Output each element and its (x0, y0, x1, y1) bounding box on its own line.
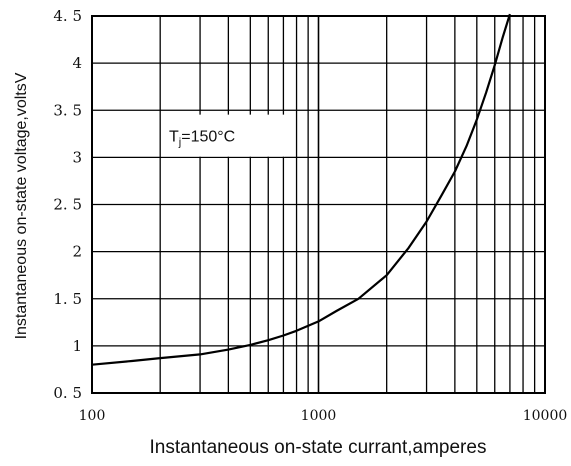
y-tick-label: 2. 5 (53, 196, 82, 214)
annotation-label: Tj=150°C (169, 129, 235, 149)
x-tick-label: 1000 (301, 408, 337, 424)
y-tick-label: 3. 5 (53, 101, 82, 119)
annotation-box (161, 114, 285, 157)
plot-border (91, 15, 546, 394)
y-tick-labels: 0. 5 1 1. 5 2 2. 5 3 3. 5 4 4. 5 (53, 7, 82, 402)
y-tick-label: 4. 5 (53, 7, 82, 25)
y-tick-label: 3 (72, 148, 82, 166)
x-axis-label: Instantaneous on-state currant,amperes (150, 437, 487, 458)
x-tick-label: 10000 (523, 408, 568, 424)
plot-frame (91, 15, 546, 394)
x-tick-labels: 100 1000 10000 (79, 408, 568, 424)
x-tick-label: 100 (79, 408, 106, 424)
y-tick-label: 1. 5 (53, 290, 82, 308)
series-line (91, 13, 511, 366)
y-axis-label: Instantaneous on-state voltage,voltsV (13, 72, 30, 339)
y-tick-label: 4 (72, 54, 82, 72)
series-layer (91, 13, 511, 366)
y-tick-label: 0. 5 (53, 384, 82, 402)
grid (92, 16, 545, 393)
annotation: Tj=150°C (161, 114, 285, 157)
y-tick-label: 1 (72, 337, 82, 355)
y-tick-label: 2 (72, 243, 82, 261)
